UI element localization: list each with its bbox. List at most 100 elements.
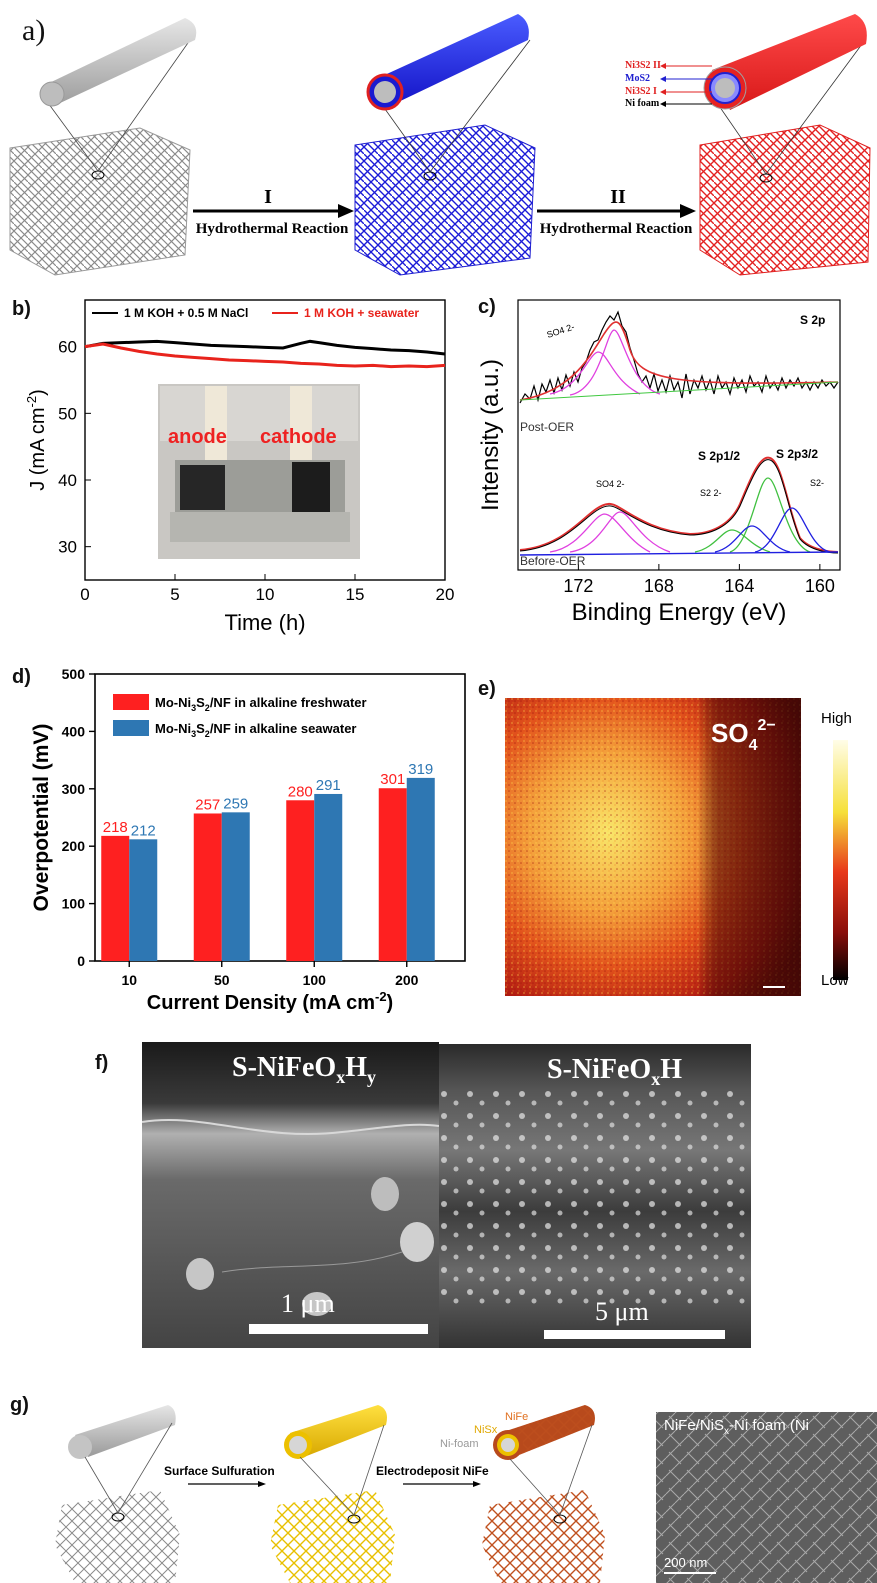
d-x-tick-label: 100	[303, 972, 327, 988]
layer-label-ni-foam: Ni foam	[625, 98, 660, 109]
d-plot-frame	[94, 673, 466, 962]
panel-d-label: d)	[12, 666, 31, 688]
step-2-text: Hydrothermal Reaction	[540, 221, 693, 237]
before-oer-raw	[519, 459, 839, 554]
d-y-tick-label: 500	[62, 666, 86, 682]
before-oer-s2-a	[714, 525, 791, 553]
b-series-line-1	[84, 342, 446, 369]
c-x-axis-label: Binding Energy (eV)	[572, 599, 787, 626]
annot-so4-post: SO4 2-	[546, 322, 576, 340]
panel-a-label: a)	[22, 14, 46, 47]
b-x-tick-label: 0	[80, 585, 89, 604]
b-legend-label-1: 1 M KOH + seawater	[304, 306, 419, 320]
sem-right-scale-label: 5 μm	[595, 1297, 649, 1326]
g-sem-scale-label: 200 nm	[664, 1555, 707, 1570]
nickel-foam-blue	[354, 14, 536, 276]
d-bar-label-1-2: 291	[316, 777, 341, 794]
sem-left-scale-bar	[249, 1324, 428, 1334]
b-y-tick-label: 40	[58, 471, 77, 490]
c-x-tick-label: 172	[563, 576, 593, 596]
d-legend-label-1: Mo-Ni3S2/NF in alkaline seawater	[155, 721, 357, 739]
d-y-tick-label: 100	[62, 896, 86, 912]
arrow-step-1	[193, 204, 354, 218]
d-legend-swatch-1	[113, 720, 149, 736]
b-legend-label-0: 1 M KOH + 0.5 M NaCl	[124, 306, 248, 320]
b-x-tick-label: 20	[436, 585, 455, 604]
before-oer-so4b	[569, 511, 671, 553]
panel-a-schematic: I Hydrothermal Reaction II Hydrothermal …	[9, 14, 871, 276]
annot-s2p32: S 2p3/2	[776, 447, 818, 461]
panel-b-label: b)	[12, 298, 31, 320]
d-x-axis-label: Current Density (mA cm-2)	[147, 989, 393, 1014]
sem-right-title: S-NiFeOxH	[547, 1054, 682, 1089]
step-1-text: Hydrothermal Reaction	[196, 221, 349, 237]
panel-b-chart: 0 5 10 15 20 30 40 50 60 Time (h) J (mA cm-2) 1 M …	[24, 299, 455, 635]
c-x-tick-label: 160	[805, 576, 835, 596]
b-y-tick-label: 60	[58, 338, 77, 357]
photo-label-anode: anode	[168, 426, 227, 448]
layer-label-ni3s2-i: Ni3S2 I	[625, 86, 657, 97]
sem-right: S-NiFeOxH 5 μm	[439, 1044, 751, 1348]
d-bar-1-2	[314, 793, 343, 961]
d-y-tick-label: 0	[77, 953, 85, 969]
d-bar-0-3	[378, 788, 407, 961]
d-bar-label-1-0: 212	[131, 822, 156, 839]
d-bar-label-1-1: 259	[223, 795, 248, 812]
d-y-tick-label: 200	[62, 838, 86, 854]
d-bar-label-0-0: 218	[103, 819, 128, 836]
d-bar-label-1-3: 319	[408, 761, 433, 778]
post-oer-label: Post-OER	[520, 420, 574, 434]
nickel-foam-gray	[9, 18, 197, 276]
d-bar-0-0	[101, 835, 130, 961]
b-y-tick-label: 30	[58, 538, 77, 557]
b-y-tick-label: 50	[58, 404, 77, 423]
arrow-step-2	[537, 204, 696, 218]
step-2-roman: II	[610, 186, 626, 208]
d-x-tick-label: 200	[395, 972, 419, 988]
annot-so4-before: SO4 2-	[596, 479, 625, 489]
panel-g-label: g)	[10, 1394, 29, 1416]
annot-s2: S2-	[810, 478, 824, 488]
scale-high-label: High	[821, 710, 852, 727]
before-oer-s22-b	[729, 477, 811, 553]
layer-label-mos2: MoS2	[625, 73, 650, 84]
sem-left: S-NiFeOxHy 1 μm	[142, 1042, 439, 1348]
before-oer-fit	[519, 456, 839, 553]
b-x-tick-label: 15	[346, 585, 365, 604]
d-bar-label-0-3: 301	[380, 771, 405, 788]
post-oer-peak1	[549, 351, 641, 395]
color-scale-bar	[833, 740, 848, 980]
d-bar-0-1	[193, 813, 222, 961]
g-sem-title: NiFe/NiSx-Ni foam (Ni	[664, 1417, 809, 1437]
post-oer-fit	[519, 321, 839, 401]
c-corner-label: S 2p	[800, 313, 825, 327]
layer-label-ni3s2-ii: Ni3S2 II	[625, 60, 661, 71]
d-bar-label-0-2: 280	[288, 783, 313, 800]
before-oer-s2-b	[754, 507, 831, 553]
b-x-tick-label: 10	[256, 585, 275, 604]
d-y-axis-label: Overpotential (mV)	[30, 724, 53, 912]
panel-c-label: c)	[478, 296, 496, 318]
electrolyzer-photo: anode cathode	[158, 384, 360, 559]
d-bar-label-0-1: 257	[195, 796, 220, 813]
sem-left-title: S-NiFeOxHy	[232, 1052, 376, 1087]
b-series-line-0	[84, 339, 446, 356]
g-step2-text: Electrodeposit NiFe	[376, 1464, 489, 1478]
xps-spectra: Post-OER SO4 2- Before-OER SO4 2- S2 2- …	[519, 310, 839, 568]
c-plot-frame	[517, 299, 841, 571]
panel-e-map: SO42− High Low	[505, 698, 852, 996]
panel-g-schematic: Surface Sulfuration Electrodeposit NiFe …	[55, 1405, 877, 1583]
panel-c-chart: 172 168 164 160 Binding Energy (eV) Intensity…	[477, 299, 841, 626]
step-1-roman: I	[264, 186, 272, 208]
panel-e-label: e)	[478, 678, 496, 700]
c-y-axis-label: Intensity (a.u.)	[477, 359, 504, 511]
d-bar-0-2	[286, 800, 315, 961]
b-x-tick-label: 5	[170, 585, 179, 604]
scale-low-label: Low	[821, 972, 849, 989]
map-species-label: SO42−	[711, 717, 776, 754]
b-y-axis-label: J (mA cm-2)	[24, 389, 49, 491]
photo-label-cathode: cathode	[260, 426, 337, 448]
sem-left-scale-label: 1 μm	[281, 1289, 335, 1318]
b-x-axis-label: Time (h)	[224, 610, 305, 635]
d-legend-swatch-0	[113, 694, 149, 710]
